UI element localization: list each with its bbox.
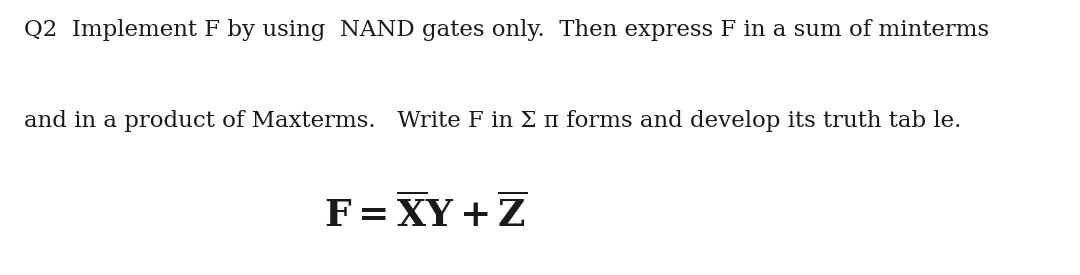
Text: $\mathbf{F = \overline{X}Y + \overline{Z}}$: $\mathbf{F = \overline{X}Y + \overline{Z… [324,194,527,235]
Text: Q2  Implement F by using  NAND gates only.  Then express F in a sum of minterms: Q2 Implement F by using NAND gates only.… [24,19,989,41]
Text: and in a product of Maxterms.   Write F in Σ π forms and develop its truth tab l: and in a product of Maxterms. Write F in… [24,110,961,132]
